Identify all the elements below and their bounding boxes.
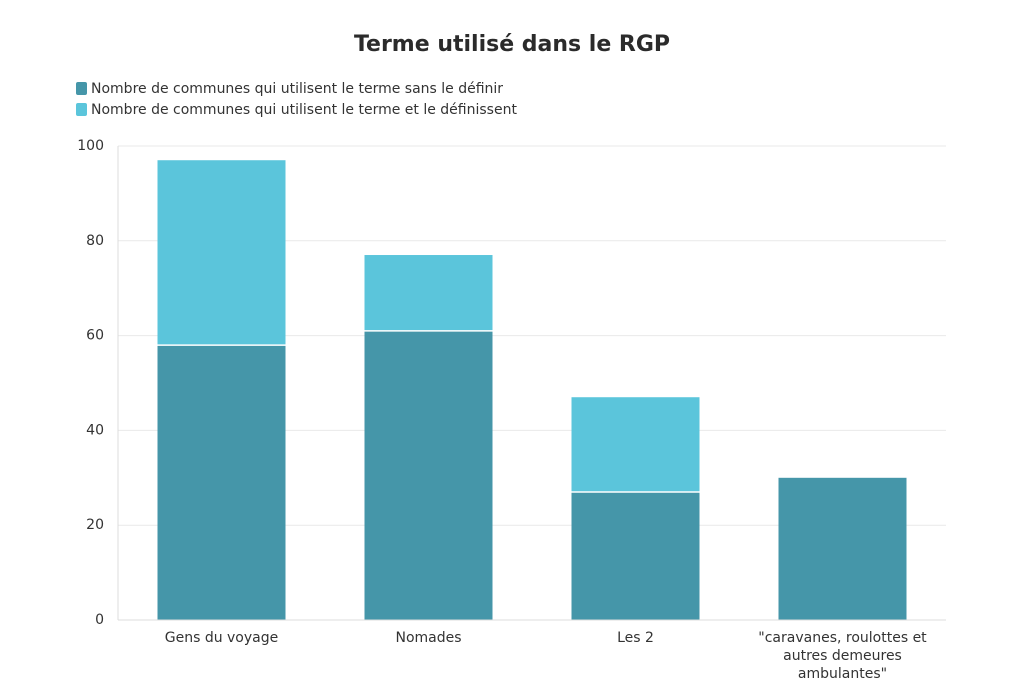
legend-label-sans-definir: Nombre de communes qui utilisent le term… [91,80,504,97]
x-tick-label-line: Gens du voyage [165,630,279,646]
x-tick-label-line: "caravanes, roulottes et [758,630,927,646]
legend-label-definissent: Nombre de communes qui utilisent le term… [91,101,517,118]
y-tick-label-40: 40 [86,422,104,438]
x-tick-label-line: Nomades [395,630,461,646]
x-axis: Gens du voyage Nomades Les 2 "caravanes, ro… [118,619,946,682]
x-tick-label-line: Les 2 [617,630,654,646]
bar-2-series-0 [571,492,700,620]
y-tick-label-60: 60 [86,328,104,344]
x-tick-label-3: "caravanes, roulottes et autres demeures a… [758,630,927,682]
x-tick-label-0: Gens du voyage [165,630,279,646]
bar-0-series-1 [157,160,286,346]
x-tick-label-2: Les 2 [617,630,654,646]
bar-3-series-0 [778,477,907,620]
chart-title: Terme utilisé dans le RGP [353,32,671,57]
legend-item-sans-definir: Nombre de communes qui utilisent le term… [76,78,517,99]
legend: Nombre de communes qui utilisent le term… [76,78,517,120]
x-tick-label-line: autres demeures [783,648,902,664]
y-tick-label-20: 20 [86,517,104,533]
bars [157,160,907,620]
x-tick-label-line: ambulantes" [798,666,887,682]
bar-1-series-0 [364,330,493,620]
y-tick-label-0: 0 [95,612,104,628]
bar-2-series-1 [571,397,700,493]
bar-0-series-0 [157,345,286,620]
legend-swatch-definissent [76,103,87,116]
y-tick-label-80: 80 [86,233,104,249]
y-axis: 0 20 40 60 80 100 [77,138,119,628]
y-tick-label-100: 100 [77,138,104,154]
x-tick-label-1: Nomades [395,630,461,646]
bar-1-series-1 [364,255,493,331]
legend-swatch-sans-definir [76,82,87,95]
legend-item-definissent: Nombre de communes qui utilisent le term… [76,99,517,120]
